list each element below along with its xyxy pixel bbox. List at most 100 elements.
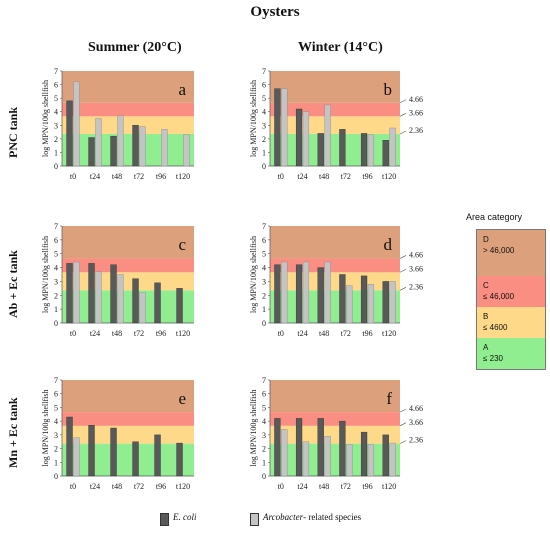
x-tick-label-b: t0 bbox=[278, 172, 284, 181]
bar-ecoli-b-t120 bbox=[382, 140, 389, 167]
y-tick-label-b: 6 bbox=[262, 81, 266, 90]
bar-ecoli-a-t72 bbox=[132, 125, 139, 167]
legend-label-arcobacter: Arcobacter- related species bbox=[263, 512, 361, 522]
y-axis-label-d: log MPN/100g shellfish bbox=[249, 236, 258, 313]
threshold-label-b: 2.36 bbox=[409, 126, 423, 135]
bar-ecoli-b-t48 bbox=[317, 133, 324, 167]
bar-ecoli-e-t0 bbox=[66, 416, 73, 477]
threshold-label-d: 4.66 bbox=[409, 250, 423, 259]
bar-ecoli-b-t72 bbox=[339, 129, 346, 167]
column-title-summer: Summer (20°C) bbox=[88, 40, 182, 55]
zone-b-c bbox=[62, 272, 194, 291]
y-tick-label-d: 5 bbox=[262, 250, 266, 259]
bar-ecoli-d-t96 bbox=[360, 275, 368, 324]
y-tick-label-f: 0 bbox=[262, 472, 266, 481]
zone-a-c bbox=[62, 290, 194, 323]
panel-letter-a: a bbox=[178, 80, 186, 99]
threshold-tick-f bbox=[399, 422, 407, 427]
zone-a-e bbox=[62, 443, 194, 476]
bar-ecoli-e-t120 bbox=[176, 442, 183, 477]
legend-item-b: B ≤ 4600 bbox=[477, 307, 545, 338]
threshold-tick-b bbox=[399, 113, 407, 117]
y-tick-label-b: 2 bbox=[262, 135, 266, 144]
panel-letter-b: b bbox=[384, 80, 393, 99]
legend-swatch-arcobacter bbox=[250, 513, 259, 526]
zone-c-b bbox=[270, 102, 400, 117]
x-tick-label-d: t48 bbox=[319, 329, 329, 338]
y-tick-label-e: 7 bbox=[54, 376, 58, 385]
zone-b-b bbox=[270, 116, 400, 134]
x-tick-label-e: t24 bbox=[90, 482, 100, 491]
bar-arcobacter-d-t48 bbox=[324, 261, 331, 324]
legend-item-a: A ≤ 230 bbox=[477, 338, 545, 369]
x-tick-label-e: t120 bbox=[176, 482, 190, 491]
x-tick-label-c: t24 bbox=[90, 329, 100, 338]
bar-ecoli-c-t48 bbox=[110, 264, 117, 324]
y-tick-label-e: 2 bbox=[54, 445, 58, 454]
zone-c-f bbox=[270, 412, 400, 426]
y-tick-label-a: 4 bbox=[54, 108, 58, 117]
zone-d-b bbox=[270, 71, 400, 103]
bar-ecoli-c-t24 bbox=[88, 263, 95, 324]
threshold-label-f: 2.36 bbox=[409, 436, 423, 445]
bar-ecoli-e-t72 bbox=[132, 441, 139, 477]
zone-a-f bbox=[270, 443, 400, 476]
y-tick-label-d: 0 bbox=[262, 319, 266, 328]
x-tick-label-d: t72 bbox=[341, 329, 351, 338]
bar-ecoli-b-t0 bbox=[274, 88, 281, 167]
bar-arcobacter-d-t120 bbox=[389, 281, 396, 324]
threshold-tick-d bbox=[399, 287, 407, 291]
zone-d-c bbox=[62, 226, 194, 259]
y-tick-label-c: 0 bbox=[54, 319, 58, 328]
x-tick-label-d: t120 bbox=[382, 329, 396, 338]
figure-title: Oysters bbox=[250, 4, 300, 20]
bar-arcobacter-a-t0 bbox=[73, 81, 80, 167]
y-tick-label-e: 0 bbox=[54, 472, 58, 481]
bar-ecoli-b-t24 bbox=[295, 108, 303, 167]
y-tick-label-e: 3 bbox=[54, 431, 58, 440]
threshold-tick-b bbox=[399, 130, 407, 135]
y-tick-label-d: 3 bbox=[262, 277, 266, 286]
bar-arcobacter-d-t24 bbox=[302, 261, 310, 324]
x-tick-label-f: t24 bbox=[297, 482, 307, 491]
bar-ecoli-f-t48 bbox=[317, 418, 324, 477]
y-tick-label-c: 7 bbox=[54, 222, 58, 231]
y-axis-label-a: log MPN/100g shellfish bbox=[41, 80, 50, 157]
bar-arcobacter-b-t24 bbox=[302, 111, 310, 167]
zone-a-a bbox=[62, 133, 194, 166]
x-tick-label-a: t72 bbox=[134, 172, 144, 181]
bar-arcobacter-a-t24 bbox=[95, 118, 102, 167]
y-tick-label-b: 3 bbox=[262, 121, 266, 130]
threshold-tick-d bbox=[399, 269, 407, 273]
legend-range-b: ≤ 4600 bbox=[483, 323, 508, 332]
bar-arcobacter-a-t48 bbox=[117, 115, 124, 167]
y-tick-label-b: 4 bbox=[262, 108, 266, 117]
bar-ecoli-c-t96 bbox=[154, 282, 161, 324]
bar-arcobacter-c-t24 bbox=[95, 271, 102, 324]
threshold-tick-f bbox=[399, 408, 407, 413]
bar-arcobacter-a-t72 bbox=[139, 126, 146, 167]
bar-ecoli-c-t0 bbox=[66, 263, 73, 324]
legend-label-arcobacter-genus: Arcobacter bbox=[263, 512, 304, 522]
y-tick-label-d: 1 bbox=[262, 305, 266, 314]
y-tick-label-a: 2 bbox=[54, 135, 58, 144]
legend-letter-b: B bbox=[483, 312, 489, 321]
threshold-label-d: 3.66 bbox=[409, 264, 423, 273]
bar-ecoli-d-t24 bbox=[295, 264, 303, 324]
bar-ecoli-a-t24 bbox=[88, 137, 95, 167]
panel-letter-c: c bbox=[178, 235, 186, 254]
x-tick-label-c: t72 bbox=[134, 329, 144, 338]
y-tick-label-a: 7 bbox=[54, 67, 58, 76]
legend-label-arcobacter-suffix: - related species bbox=[303, 512, 362, 522]
x-tick-label-a: t24 bbox=[90, 172, 100, 181]
zone-c-a bbox=[62, 102, 194, 117]
y-tick-label-d: 6 bbox=[262, 236, 266, 245]
column-title-winter: Winter (14°C) bbox=[298, 40, 383, 55]
legend-swatch-ecoli bbox=[160, 513, 169, 526]
y-tick-label-d: 2 bbox=[262, 291, 266, 300]
x-tick-label-a: t120 bbox=[176, 172, 190, 181]
y-tick-label-c: 4 bbox=[54, 264, 58, 273]
x-tick-label-b: t120 bbox=[382, 172, 396, 181]
legend-range-d: > 46,000 bbox=[483, 246, 515, 255]
